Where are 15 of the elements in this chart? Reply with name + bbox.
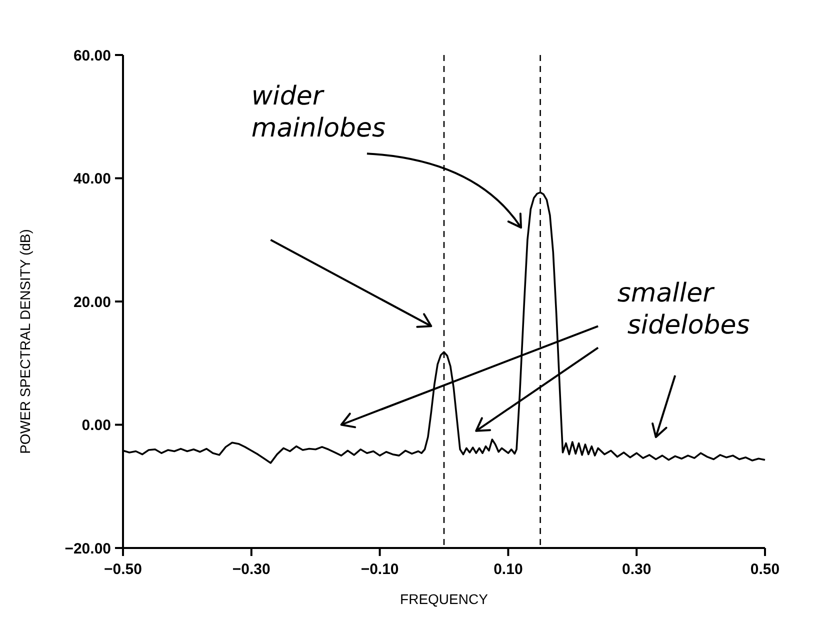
- annotation: wider mainlobes: [251, 81, 386, 144]
- y-tick-label: 40.00: [73, 170, 111, 188]
- x-tick-label: −0.10: [360, 561, 399, 578]
- y-tick-label: −20.00: [64, 540, 111, 558]
- x-tick-label: 0.50: [750, 561, 780, 578]
- y-tick-label: 0.00: [82, 417, 111, 434]
- annotation: smaller sidelobes: [617, 278, 750, 340]
- x-tick-label: −0.50: [104, 561, 142, 578]
- y-tick-label: 60.00: [73, 47, 111, 64]
- x-tick-label: 0.30: [622, 561, 652, 578]
- x-tick-label: −0.30: [232, 561, 270, 578]
- y-axis-title: POWER SPECTRAL DENSITY (dB): [17, 229, 33, 454]
- x-tick-label: 0.10: [494, 561, 523, 578]
- x-axis-title: FREQUENCY: [400, 591, 489, 607]
- y-tick-label: 20.00: [73, 294, 111, 311]
